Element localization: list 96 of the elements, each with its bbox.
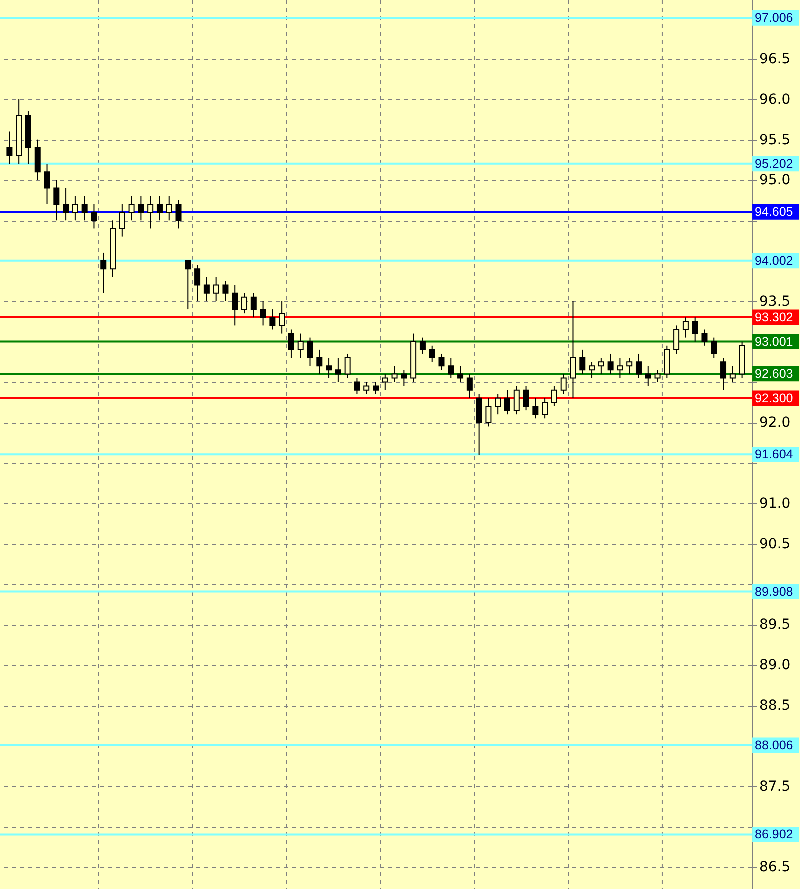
candlestick (654, 370, 661, 383)
candlestick (448, 358, 454, 379)
candlestick (570, 300, 576, 399)
y-tick-label: 95.5 (760, 132, 791, 148)
candlestick (288, 329, 294, 359)
candlestick (420, 337, 426, 354)
ref-line-label: 93.001 (755, 334, 794, 349)
y-tick-label: 92.0 (760, 415, 791, 432)
candlestick (242, 292, 248, 314)
candlestick (270, 309, 276, 330)
candlestick (523, 386, 530, 412)
ref-line-label: 92.300 (755, 391, 794, 406)
candlestick (176, 200, 182, 230)
candlestick (250, 292, 257, 318)
candlestick (194, 264, 201, 302)
candlestick (156, 196, 163, 222)
candlestick (674, 325, 680, 354)
candlestick (335, 358, 342, 383)
candlestick (392, 366, 398, 383)
candlestick (429, 345, 436, 363)
candlestick (72, 196, 78, 222)
candlestick (682, 317, 689, 338)
ref-line-label: 86.902 (755, 828, 794, 842)
candlestick (702, 329, 708, 346)
candlestick (316, 349, 323, 375)
y-tick-label: 87.5 (760, 778, 791, 795)
candlestick (298, 333, 304, 359)
candlestick (617, 358, 624, 379)
candlestick (636, 353, 642, 379)
ref-line-label: 94.605 (755, 205, 794, 220)
candlestick (730, 366, 736, 383)
candlestick (185, 260, 192, 310)
candlestick (504, 390, 510, 416)
y-tick-label: 89.5 (760, 617, 791, 634)
candlestick (222, 280, 229, 302)
candlestick (373, 382, 379, 395)
candlestick (307, 337, 314, 367)
candlestick (148, 196, 154, 230)
candlestick (354, 378, 360, 395)
candlestick (598, 358, 604, 375)
candlestick (279, 300, 286, 334)
candlestick (82, 196, 88, 222)
y-tick-label: 91.0 (760, 496, 791, 512)
candlestick (166, 196, 172, 222)
candlestick (580, 349, 586, 375)
candlestick (6, 131, 13, 165)
candlestick (204, 276, 210, 302)
ref-line-label: 94.002 (755, 254, 794, 268)
candlestick (542, 398, 548, 420)
candlestick (119, 204, 126, 238)
candlestick (551, 386, 558, 408)
candlestick (213, 276, 220, 302)
candlestick (645, 366, 652, 387)
ref-line-label: 97.006 (755, 11, 794, 26)
candlestick (560, 374, 567, 395)
candlestick (458, 366, 464, 383)
candlestick (486, 398, 492, 428)
candlestick (232, 284, 238, 326)
candlestick (608, 353, 614, 375)
candlestick (401, 370, 408, 387)
candlestick (63, 188, 70, 222)
candlestick (326, 358, 332, 379)
ref-line-label: 89.908 (755, 584, 794, 599)
candlestick (54, 180, 60, 222)
candlestick (344, 353, 351, 379)
candlestick (100, 252, 107, 294)
candlestick (532, 398, 539, 420)
candlestick (91, 204, 98, 230)
candlestick (466, 374, 473, 399)
y-tick-label: 96.5 (760, 51, 791, 68)
candlestick (720, 358, 727, 391)
y-tick-label: 90.5 (760, 536, 791, 552)
candlestick (514, 386, 520, 416)
candlestick (364, 382, 370, 395)
candlestick (589, 362, 596, 379)
candlestick (711, 337, 718, 359)
candlestick (692, 317, 698, 342)
candlestick (495, 394, 502, 416)
y-tick-label: 89.0 (760, 658, 791, 674)
candlestick (438, 353, 445, 371)
y-tick-label: 86.5 (760, 860, 791, 876)
ref-line-label: 91.604 (755, 448, 794, 462)
ref-line-label: 95.202 (755, 156, 794, 171)
candlestick (44, 164, 50, 205)
y-tick-label: 96.0 (760, 92, 791, 108)
candlestick (128, 196, 135, 222)
candlestick (260, 300, 266, 326)
ref-line-label: 88.006 (755, 738, 794, 752)
ref-line-label: 93.302 (755, 310, 794, 324)
candlestick (626, 358, 633, 375)
candlestick (138, 196, 144, 222)
y-tick-label: 93.5 (760, 294, 791, 310)
y-tick-label: 95.0 (760, 172, 791, 189)
y-tick-label: 88.5 (760, 698, 791, 714)
candlestick (382, 374, 388, 391)
ref-line-label: 92.603 (755, 366, 794, 381)
